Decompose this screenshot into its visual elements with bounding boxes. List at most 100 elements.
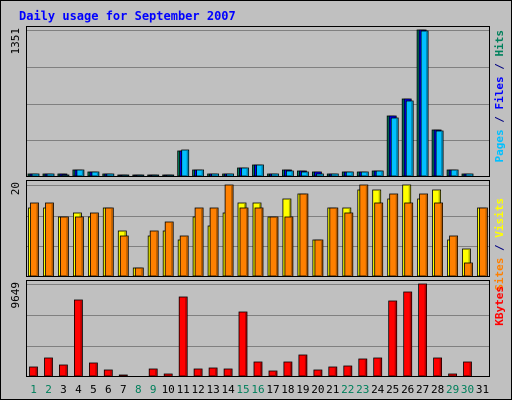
bar-kbytes-day-14 [223, 368, 233, 377]
x-tick-day-29: 29 [446, 383, 459, 396]
x-tick-day-11: 11 [177, 383, 190, 396]
bar-pages-day-20 [315, 173, 324, 177]
bar-kbytes-day-27 [418, 283, 428, 377]
x-tick-day-14: 14 [221, 383, 235, 396]
bar-shade-pages-day-27 [426, 32, 428, 176]
bar-pages-day-18 [285, 170, 294, 177]
bar-shade-sites-day-26 [410, 204, 413, 276]
bar-pages-day-2 [46, 173, 55, 177]
bar-pages-day-27 [420, 30, 429, 177]
bar-sites-day-27 [419, 193, 429, 277]
chart-title: Daily usage for September 2007 [19, 9, 236, 23]
bar-shade-sites-day-6 [111, 209, 113, 276]
x-tick-day-15: 15 [236, 383, 249, 396]
x-tick-day-30: 30 [461, 383, 474, 396]
bar-pages-day-16 [256, 164, 264, 177]
bar-shade-kbytes-day-13 [215, 369, 217, 376]
bar-sites-day-5 [90, 212, 99, 277]
bar-sites-day-4 [75, 216, 84, 277]
bar-shade-kbytes-day-25 [394, 302, 397, 376]
bar-sites-day-24 [374, 202, 384, 277]
bar-pages-day-26 [405, 100, 414, 177]
x-tick-day-28: 28 [431, 383, 444, 396]
bar-kbytes-day-20 [313, 369, 323, 377]
bar-shade-kbytes-day-1 [35, 368, 37, 376]
bar-pages-day-10 [166, 174, 175, 177]
bar-shade-sites-day-20 [320, 241, 323, 276]
bar-shade-sites-day-29 [455, 237, 458, 276]
bar-shade-pages-day-28 [441, 132, 443, 176]
bar-sites-day-3 [60, 216, 69, 277]
bar-pages-day-17 [271, 173, 279, 177]
bar-shade-pages-day-23 [366, 173, 368, 176]
bar-kbytes-day-4 [74, 299, 83, 377]
bar-kbytes-day-2 [44, 357, 53, 377]
bar-pages-day-13 [211, 173, 220, 177]
bar-kbytes-day-26 [403, 291, 413, 377]
bar-shade-sites-day-17 [276, 218, 278, 276]
bar-kbytes-day-12 [193, 368, 203, 377]
bar-shade-sites-day-3 [66, 218, 68, 276]
bar-shade-sites-day-11 [186, 237, 188, 276]
bar-pages-day-15 [241, 167, 249, 177]
bar-shade-pages-day-4 [81, 171, 84, 176]
visits-legend: Sites / Visits [493, 198, 506, 291]
kbytes-plot-area [26, 280, 490, 377]
bar-shade-pages-day-22 [351, 173, 353, 176]
bar-shade-pages-day-24 [381, 172, 383, 176]
bar-kbytes-day-18 [283, 361, 293, 377]
bar-shade-pages-day-20 [321, 175, 323, 176]
x-tick-day-17: 17 [266, 383, 279, 396]
bar-sites-day-7 [119, 235, 129, 277]
bar-shade-kbytes-day-12 [200, 370, 202, 376]
bar-pages-day-24 [375, 170, 384, 177]
bar-shade-sites-day-2 [51, 204, 53, 276]
bar-shade-sites-day-28 [440, 204, 443, 276]
x-tick-day-12: 12 [191, 383, 204, 396]
bar-shade-sites-day-14 [231, 186, 233, 276]
bar-shade-pages-day-18 [291, 172, 293, 176]
bar-shade-kbytes-day-6 [110, 371, 112, 376]
bar-kbytes-day-17 [268, 370, 278, 377]
bar-sites-day-15 [239, 207, 249, 277]
bar-shade-sites-day-9 [156, 232, 158, 276]
bar-pages-day-12 [196, 169, 205, 177]
bar-pages-day-9 [151, 174, 160, 177]
bar-pages-day-25 [390, 117, 399, 177]
bar-shade-kbytes-day-5 [95, 364, 97, 376]
bar-shade-pages-day-12 [201, 171, 204, 176]
bar-shade-kbytes-day-22 [349, 367, 352, 376]
bar-sites-day-31 [479, 207, 488, 277]
bar-shade-pages-day-17 [276, 175, 278, 176]
x-tick-day-9: 9 [150, 383, 157, 396]
x-tick-day-21: 21 [326, 383, 339, 396]
bar-shade-sites-day-24 [380, 204, 383, 276]
bar-shade-kbytes-day-19 [304, 356, 307, 376]
bar-shade-pages-day-11 [186, 151, 189, 176]
bar-sites-day-13 [209, 207, 219, 277]
bar-shade-kbytes-day-28 [439, 359, 442, 376]
bar-kbytes-day-29 [448, 373, 458, 377]
x-tick-day-8: 8 [135, 383, 142, 396]
bar-shade-sites-day-18 [290, 218, 293, 276]
bar-sites-day-18 [284, 216, 294, 277]
visits-y-max-label: 20 [9, 182, 22, 195]
bar-kbytes-day-24 [373, 357, 383, 377]
x-tick-day-23: 23 [356, 383, 369, 396]
bar-kbytes-day-6 [103, 369, 113, 377]
bar-sites-day-8 [134, 267, 144, 277]
bar-sites-day-12 [194, 207, 204, 277]
kbytes-y-max-label: 9649 [9, 282, 22, 309]
bar-shade-sites-day-7 [126, 237, 128, 276]
bar-kbytes-day-13 [208, 367, 218, 377]
bar-sites-day-17 [269, 216, 279, 277]
bar-pages-day-3 [61, 174, 70, 177]
bar-pages-day-14 [226, 173, 235, 177]
bar-kbytes-day-30 [463, 361, 472, 377]
kbytes-legend: KBytes [493, 286, 506, 326]
x-tick-day-3: 3 [60, 383, 67, 396]
bar-pages-day-22 [345, 171, 354, 177]
bar-kbytes-day-16 [253, 361, 263, 377]
bar-kbytes-day-19 [298, 354, 308, 377]
